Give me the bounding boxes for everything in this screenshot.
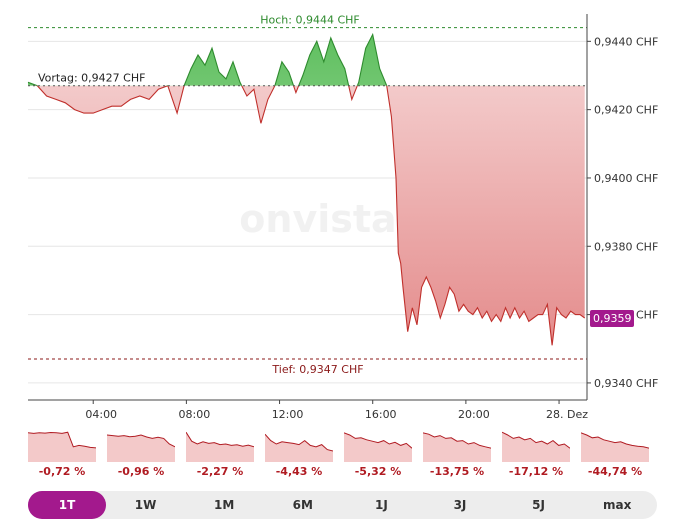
- sparkline: [423, 432, 491, 462]
- range-button-5j[interactable]: 5J: [532, 498, 545, 512]
- sparkline-area: [423, 432, 491, 462]
- sparkline: [502, 431, 570, 462]
- sparkline-area: [186, 432, 254, 462]
- price-line-up: [27, 32, 388, 86]
- range-button-1t[interactable]: 1T: [28, 491, 106, 519]
- x-tick-label: 20:00: [458, 408, 490, 421]
- performance-value: -0,72 %: [38, 465, 86, 478]
- sparkline-line: [423, 432, 491, 449]
- x-tick-label: 12:00: [272, 408, 304, 421]
- range-button-1w[interactable]: 1W: [134, 498, 157, 512]
- y-tick-label: 0,9340 CHF: [594, 377, 658, 390]
- performance-value: -2,27 %: [196, 465, 244, 478]
- area-above-prev-close: [28, 34, 585, 86]
- y-axis: 0,9440 CHF 0,9420 CHF 0,9400 CHF 0,9380 CHF…: [586, 14, 658, 400]
- x-tick-label: 08:00: [179, 408, 211, 421]
- sparkline-line: [107, 434, 175, 448]
- range-button-1m[interactable]: 1M: [214, 498, 235, 512]
- range-button-max[interactable]: max: [603, 498, 632, 512]
- performance-tile[interactable]: -4,43 %: [265, 428, 333, 484]
- performance-tile[interactable]: -0,96 %: [107, 428, 175, 484]
- range-button-6m[interactable]: 6M: [292, 498, 313, 512]
- x-tick-label: 28. Dez: [546, 408, 588, 421]
- performance-value: -17,12 %: [508, 465, 564, 478]
- sparkline-line: [265, 433, 333, 452]
- performance-tile[interactable]: -44,74 %: [581, 428, 649, 484]
- y-tick-label: 0,9420 CHF: [594, 104, 658, 117]
- y-tick-label: 0,9380 CHF: [594, 240, 658, 253]
- sparkline: [265, 433, 333, 462]
- performance-tile[interactable]: -5,32 %: [344, 428, 412, 484]
- y-tick-label: 0,9400 CHF: [594, 172, 658, 185]
- x-axis: 04:00 08:00 12:00 16:00 20:00 28. Dez: [28, 399, 588, 421]
- sparkline: [28, 431, 96, 462]
- sparkline-area: [581, 432, 649, 462]
- high-label: Hoch: 0,9444 CHF: [260, 14, 360, 27]
- performance-value: -44,74 %: [587, 465, 643, 478]
- performance-value: -0,96 %: [117, 465, 165, 478]
- current-price-label: 0,9359: [593, 312, 632, 325]
- x-tick-label: 04:00: [85, 408, 117, 421]
- sparkline-area: [107, 435, 175, 462]
- sparkline: [107, 434, 175, 462]
- prev-close-label: Vortag: 0,9427 CHF: [38, 72, 145, 85]
- range-button-3j[interactable]: 3J: [453, 498, 467, 512]
- sparkline-line: [344, 432, 412, 449]
- performance-value: -4,43 %: [275, 465, 323, 478]
- price-line-down: [35, 85, 586, 346]
- x-tick-label: 16:00: [365, 408, 397, 421]
- sparkline-line: [502, 431, 570, 449]
- sparkline-area: [28, 432, 96, 462]
- performance-tiles: -0,72 % -0,96 % -2,27 % -4,43 % -5,32 % -13,7…: [28, 428, 658, 484]
- performance-tile[interactable]: -17,12 %: [502, 428, 570, 484]
- sparkline-area: [265, 434, 333, 462]
- sparkline-area: [344, 432, 412, 462]
- sparkline: [186, 431, 254, 462]
- grid: [28, 40, 587, 384]
- current-price-badge: 0,9359: [590, 310, 634, 328]
- sparkline-line: [581, 432, 649, 449]
- y-tick-label: 0,9440 CHF: [594, 35, 658, 48]
- low-label: Tief: 0,9347 CHF: [271, 363, 363, 376]
- sparkline: [581, 432, 649, 462]
- sparkline-line: [28, 431, 96, 449]
- time-range-selector: 1T 1W 1M 6M 1J 3J 5J max: [28, 491, 657, 519]
- range-button-1j[interactable]: 1J: [374, 498, 388, 512]
- sparkline-area: [502, 432, 570, 462]
- performance-value: -13,75 %: [429, 465, 485, 478]
- sparkline: [344, 432, 412, 462]
- area-below-prev-close: [37, 85, 585, 346]
- price-area: [27, 32, 586, 346]
- sparkline-line: [186, 431, 254, 448]
- watermark: onvista: [239, 197, 396, 241]
- performance-value: -5,32 %: [354, 465, 402, 478]
- performance-tile[interactable]: -0,72 %: [28, 428, 96, 484]
- price-chart[interactable]: onvista Hoch: 0,9444 CHF Tief: 0,9347 CH…: [0, 0, 676, 424]
- performance-tile[interactable]: -2,27 %: [186, 428, 254, 484]
- performance-tile[interactable]: -13,75 %: [423, 428, 491, 484]
